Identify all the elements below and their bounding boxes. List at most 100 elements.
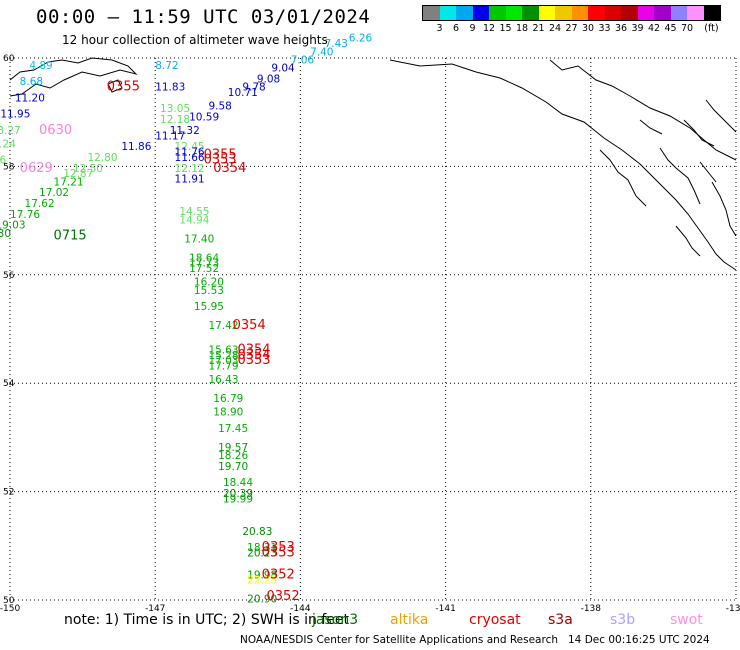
wave-height-label: 15.28: [208, 350, 238, 362]
coastline-segment: [683, 119, 715, 147]
wave-height-label: 11.86: [121, 141, 151, 153]
wave-height-label: 17.21: [54, 176, 84, 188]
wave-height-label: 11.20: [15, 92, 45, 104]
wave-height-label: 19.70: [218, 461, 248, 473]
wave-height-label: 14.55: [179, 206, 209, 218]
wave-height-label: 8.68: [20, 76, 43, 88]
wave-height-label: 17.79: [208, 361, 238, 373]
legend-tick-label: 21: [532, 23, 545, 34]
wave-height-label: 11.95: [0, 109, 30, 121]
legend-swatch: [538, 6, 555, 20]
wave-height-label: 11.66: [175, 152, 205, 164]
wave-height-label: 22.25: [247, 575, 277, 587]
wave-height-label: 12.18: [160, 114, 190, 126]
satellite-legend-cryosat: cryosat: [469, 612, 521, 628]
latitude-tick-label: 60: [3, 54, 15, 64]
coastline-segment: [699, 161, 717, 183]
wave-height-label: 7.43: [325, 38, 348, 50]
wave-height-label: 16.43: [208, 374, 238, 386]
coastline-segment: [705, 99, 737, 133]
map-gridlines: [9, 57, 737, 601]
wave-height-label: 19.98: [247, 569, 277, 581]
pass-time-label: 0353: [204, 153, 237, 168]
wave-height-label: 4.89: [29, 60, 52, 72]
legend-swatch: [604, 6, 621, 20]
legend-swatch: [571, 6, 588, 20]
wave-height-label: 13.05: [160, 103, 190, 115]
map-subtitle: 12 hour collection of altimeter wave hei…: [62, 33, 328, 47]
pass-time-label: 0353: [237, 353, 270, 368]
wave-height-label: 6.26: [349, 33, 373, 45]
wave-height-label: 15.53: [194, 285, 224, 297]
wave-height-label: 20.30: [0, 228, 11, 240]
legend-tick-label: 39: [631, 23, 644, 34]
legend-swatch: [703, 6, 720, 20]
legend-swatch: [687, 6, 704, 20]
wave-height-label: 11.32: [170, 125, 200, 137]
wave-height-label: 17.40: [184, 233, 214, 245]
longitude-tick-label: -135: [726, 604, 740, 614]
wave-height-label: 18.64: [189, 252, 219, 264]
legend-tick-label: 33: [598, 23, 611, 34]
legend-tick-label: 6: [452, 23, 460, 34]
wave-height-label: 12.45: [175, 141, 205, 153]
footer-note: note: 1) Time is in UTC; 2) SWH is in fe…: [64, 612, 350, 628]
pass-time-label: 0355: [204, 147, 237, 162]
legend-tick-label: 42: [647, 23, 661, 34]
wave-height-label: 20.83: [242, 526, 272, 538]
coastline-segment: [711, 181, 737, 237]
legend-color-bar: [422, 5, 721, 21]
latitude-tick-label: 58: [3, 162, 15, 172]
legend-swatch: [522, 6, 539, 20]
wave-height-label: 11.17: [155, 130, 185, 142]
axis-tick-labels: -150 -147 -144 -141 -138 -135 60 58 56 54 52 50: [0, 54, 740, 614]
legend-tick-label: 30: [581, 23, 595, 34]
legend-swatch: [423, 6, 440, 20]
pass-time-label: 0354: [237, 348, 270, 363]
satellite-legend-altika: altika: [390, 612, 429, 628]
wave-height-label: 17.02: [39, 187, 69, 199]
legend-swatch: [555, 6, 572, 20]
footer-credit: NOAA/NESDIS Center for Satellite Applica…: [240, 634, 558, 646]
legend-tick-label: 36: [614, 23, 628, 34]
pass-time-label: 0355: [107, 80, 140, 95]
pass-time-label: 0352: [262, 567, 295, 582]
wave-height-label: 11.76: [175, 147, 205, 159]
wave-height-label: 17.42: [208, 320, 238, 332]
coastline-segment: [599, 149, 647, 207]
wave-height-label: 17.52: [189, 263, 219, 275]
wave-height-label: 14.86: [0, 155, 6, 167]
pass-time-label: 0352: [267, 589, 300, 604]
wave-height-label: 10.71: [228, 87, 258, 99]
pass-time-labels: 0355063006290715035503530354035403540354…: [20, 80, 300, 604]
legend-tick-label: 3: [436, 23, 443, 34]
wave-height-label: 9.04: [271, 63, 295, 75]
wave-height-label: 9.78: [242, 82, 265, 94]
satellite-legend-s3a: s3a: [548, 612, 573, 628]
longitude-tick-label: -138: [581, 604, 602, 614]
wave-height-label: 17.03: [208, 355, 238, 367]
wave-height-label: 19.99: [223, 493, 253, 505]
legend-tick-label: 45: [664, 23, 677, 34]
legend-tick-label: 12: [482, 23, 496, 34]
latitude-tick-label: 54: [3, 379, 15, 389]
satellite-legend-jason3: jason3: [312, 612, 359, 628]
wave-height-label: 17.73: [189, 258, 219, 270]
legend-tick-label: 9: [469, 23, 476, 34]
coastline: [9, 57, 737, 271]
pass-time-label: 0353: [262, 540, 295, 555]
wave-height-label: 16.79: [213, 393, 243, 405]
coastline-segment: [659, 147, 701, 205]
wave-height-label: 17.76: [10, 209, 40, 221]
wave-height-label: 12.80: [87, 152, 117, 164]
coastline-segment: [675, 225, 701, 257]
wave-height-label: 18.31: [247, 542, 277, 554]
legend-swatch: [588, 6, 605, 20]
legend-tick-label: 27: [565, 23, 578, 34]
legend-swatch: [637, 6, 654, 20]
legend-tick-label: 18: [515, 23, 529, 34]
wave-height-label: 10.59: [189, 111, 219, 123]
wave-height-label: 20.90: [247, 594, 277, 606]
wave-height-label: 15.63: [208, 344, 238, 356]
